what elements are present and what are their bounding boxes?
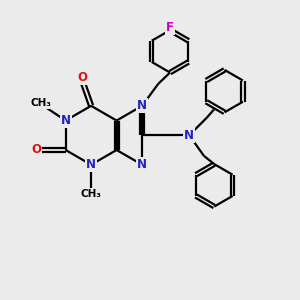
Text: N: N — [184, 129, 194, 142]
Text: CH₃: CH₃ — [81, 189, 102, 199]
Text: O: O — [77, 71, 87, 84]
Text: N: N — [137, 158, 147, 171]
Text: N: N — [137, 99, 147, 112]
Text: N: N — [61, 114, 70, 127]
Text: F: F — [166, 21, 174, 34]
Text: O: O — [31, 143, 41, 157]
Text: CH₃: CH₃ — [31, 98, 52, 109]
Text: N: N — [86, 158, 96, 171]
